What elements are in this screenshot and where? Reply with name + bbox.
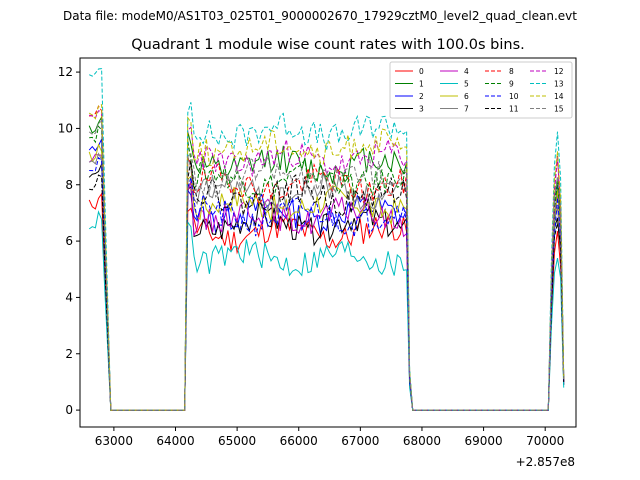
plot-frame xyxy=(79,57,577,428)
x-tick-label: 70000 xyxy=(526,434,564,448)
y-tick-label: 2 xyxy=(65,347,73,361)
x-axis: 63000 64000 65000 66000 67000 68000 69000 70000 xyxy=(95,427,564,448)
y-tick-label: 8 xyxy=(65,178,73,192)
legend-label-3: 3 xyxy=(419,105,424,114)
legend-label-5: 5 xyxy=(464,80,469,89)
series-line-13 xyxy=(88,68,565,411)
legend-label-10: 10 xyxy=(509,92,519,101)
y-tick-label: 12 xyxy=(58,65,73,79)
chart-title: Quadrant 1 module wise count rates with … xyxy=(131,37,525,53)
x-offset-label: +2.857e8 xyxy=(516,455,575,469)
x-tick-label: 67000 xyxy=(341,434,379,448)
y-tick-label: 0 xyxy=(65,403,73,417)
legend-label-13: 13 xyxy=(554,80,564,89)
y-tick-label: 4 xyxy=(65,290,73,304)
legend-label-2: 2 xyxy=(419,92,424,101)
legend-label-14: 14 xyxy=(554,92,564,101)
series-line-14 xyxy=(88,103,565,411)
legend-label-0: 0 xyxy=(419,67,424,76)
legend-label-1: 1 xyxy=(419,80,424,89)
legend-label-7: 7 xyxy=(464,105,469,114)
series-line-15 xyxy=(88,120,565,411)
x-tick-label: 68000 xyxy=(403,434,441,448)
chart-suptitle: Data file: modeM0/AS1T03_025T01_90000026… xyxy=(63,9,577,23)
x-tick-label: 69000 xyxy=(464,434,502,448)
legend-label-8: 8 xyxy=(509,67,514,76)
x-tick-label: 65000 xyxy=(218,434,256,448)
x-tick-label: 66000 xyxy=(280,434,318,448)
legend-label-15: 15 xyxy=(554,105,564,114)
legend-label-12: 12 xyxy=(554,67,564,76)
series-layer xyxy=(88,68,565,411)
legend-label-4: 4 xyxy=(464,67,469,76)
legend-label-11: 11 xyxy=(509,105,519,114)
legend-box xyxy=(389,61,573,119)
y-tick-label: 10 xyxy=(58,121,73,135)
legend-label-6: 6 xyxy=(464,92,469,101)
y-tick-label: 6 xyxy=(65,234,73,248)
x-tick-label: 63000 xyxy=(95,434,133,448)
y-axis: 0 2 4 6 8 10 12 xyxy=(58,65,80,417)
legend-label-9: 9 xyxy=(509,80,514,89)
x-tick-label: 64000 xyxy=(156,434,194,448)
